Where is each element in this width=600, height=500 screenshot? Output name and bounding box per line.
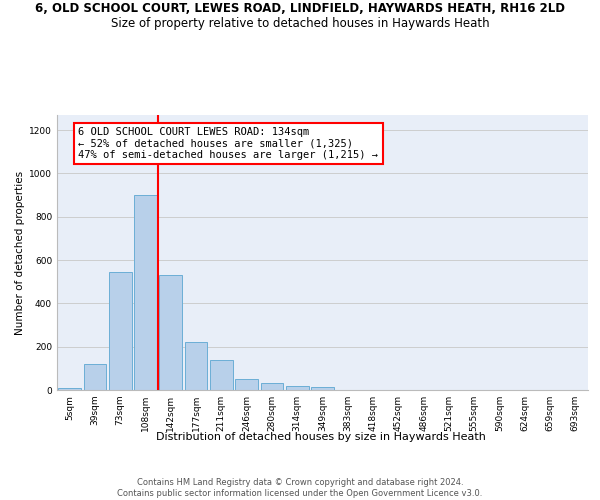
Bar: [210, 360, 233, 390]
Bar: [109, 272, 131, 390]
Text: 6, OLD SCHOOL COURT, LEWES ROAD, LINDFIELD, HAYWARDS HEATH, RH16 2LD: 6, OLD SCHOOL COURT, LEWES ROAD, LINDFIE…: [35, 2, 565, 16]
Bar: [160, 275, 182, 390]
Text: 6 OLD SCHOOL COURT LEWES ROAD: 134sqm
← 52% of detached houses are smaller (1,32: 6 OLD SCHOOL COURT LEWES ROAD: 134sqm ← …: [79, 127, 379, 160]
Bar: [286, 386, 308, 390]
Bar: [134, 195, 157, 390]
Y-axis label: Number of detached properties: Number of detached properties: [15, 170, 25, 334]
Bar: [185, 342, 208, 390]
Text: Size of property relative to detached houses in Haywards Heath: Size of property relative to detached ho…: [110, 18, 490, 30]
Text: Distribution of detached houses by size in Haywards Heath: Distribution of detached houses by size …: [156, 432, 486, 442]
Bar: [260, 383, 283, 390]
Bar: [311, 388, 334, 390]
Bar: [58, 388, 81, 390]
Bar: [235, 378, 258, 390]
Text: Contains HM Land Registry data © Crown copyright and database right 2024.
Contai: Contains HM Land Registry data © Crown c…: [118, 478, 482, 498]
Bar: [83, 364, 106, 390]
